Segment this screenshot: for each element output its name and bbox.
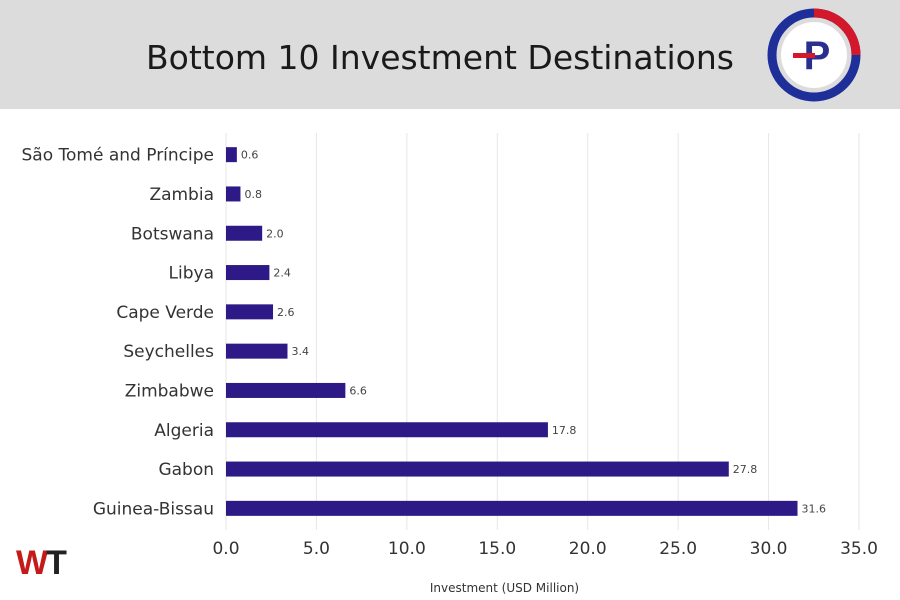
x-tick-label: 30.0 <box>750 539 788 559</box>
category-label: Algeria <box>154 421 214 441</box>
x-axis-label: Investment (USD Million) <box>430 581 579 595</box>
x-tick-label: 20.0 <box>569 539 607 559</box>
data-label: 6.6 <box>349 384 367 397</box>
category-label: Cape Verde <box>116 303 214 323</box>
bar <box>226 265 270 281</box>
category-label: Zambia <box>149 185 214 205</box>
bar <box>226 461 729 477</box>
data-label: 17.8 <box>552 424 577 437</box>
x-tick-label: 10.0 <box>388 539 426 559</box>
wt-brand-logo-icon: WT <box>16 544 86 588</box>
data-label: 2.4 <box>273 267 291 280</box>
bar <box>226 500 798 516</box>
bar <box>226 147 237 163</box>
category-label: Libya <box>169 264 214 284</box>
category-label: Botswana <box>131 224 214 244</box>
category-label: Guinea-Bissau <box>93 499 214 519</box>
category-label: Zimbabwe <box>125 381 214 401</box>
bar <box>226 422 548 438</box>
x-tick-label: 0.0 <box>212 539 239 559</box>
data-label: 2.6 <box>277 306 295 319</box>
x-tick-label: 35.0 <box>840 539 878 559</box>
category-label: São Tomé and Príncipe <box>22 146 214 166</box>
bar <box>226 382 346 398</box>
data-label: 2.0 <box>266 227 284 240</box>
bar-chart: 0.0 5.0 10.0 15.0 20.0 25.0 30.0 35.0 São Tomé a… <box>22 133 878 595</box>
data-label: 27.8 <box>733 463 758 476</box>
x-tick-label: 25.0 <box>659 539 697 559</box>
category-label: Gabon <box>158 460 214 480</box>
header-bar: Bottom 10 Investment Destinations P <box>0 0 900 109</box>
chart-title: Bottom 10 Investment Destinations <box>146 38 734 77</box>
x-tick-label: 15.0 <box>478 539 516 559</box>
category-label: Seychelles <box>123 342 214 362</box>
bar <box>226 225 263 241</box>
data-label: 3.4 <box>291 345 309 358</box>
data-label: 0.8 <box>244 188 262 201</box>
data-label: 31.6 <box>802 502 827 515</box>
bar <box>226 186 241 202</box>
data-label: 0.6 <box>241 149 259 162</box>
wt-brand-letters: WT <box>16 544 67 582</box>
x-tick-label: 5.0 <box>303 539 330 559</box>
bar <box>226 343 288 359</box>
bar <box>226 304 274 320</box>
p-circle-logo-icon: P <box>767 8 861 102</box>
